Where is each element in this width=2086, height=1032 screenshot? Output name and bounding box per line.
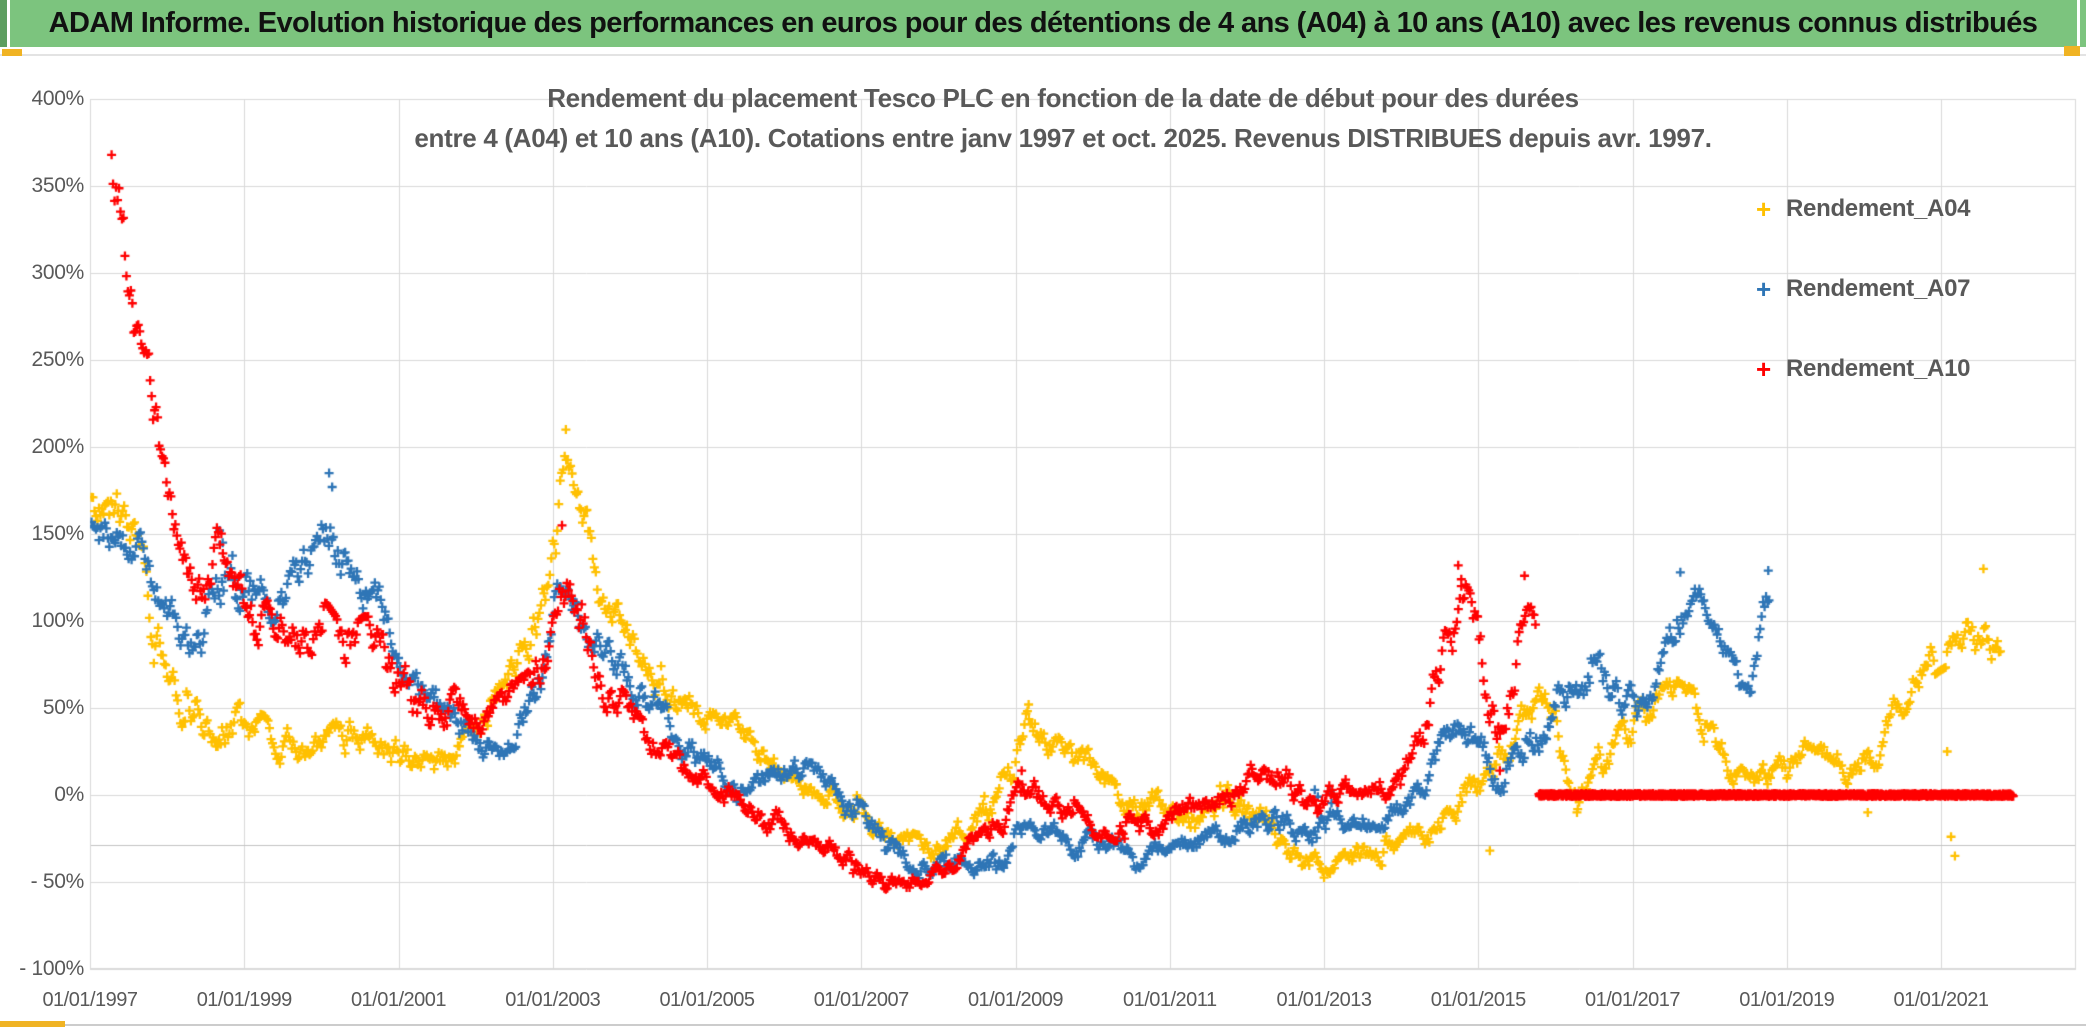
y-tick-label: 300% [31,261,84,284]
y-tick-label: - 100% [19,957,84,980]
cell-highlight-bottom-left [0,1021,65,1027]
bottom-divider [0,1024,2086,1026]
x-tick-label: 01/01/2013 [1276,989,1372,1011]
y-tick-label: - 50% [30,870,85,893]
x-tick-label: 01/01/2015 [1430,989,1527,1011]
y-tick-label: 350% [31,174,84,197]
y-tick-label: 100% [31,609,84,632]
legend-item-a07[interactable]: + Rendement_A07 [1756,274,1971,304]
y-tick-label: 0% [54,783,84,806]
x-tick-label: 01/01/2001 [350,989,447,1011]
chart-legend: + Rendement_A04 + Rendement_A07 + Rendem… [1756,194,1971,436]
y-tick-label: 250% [31,348,84,371]
x-tick-label: 01/01/2009 [967,989,1064,1011]
x-tick-label: 01/01/2005 [659,989,755,1011]
plus-marker-icon: + [1756,194,1772,224]
y-tick-label: 400% [31,87,84,110]
x-tick-label: 01/01/1997 [42,989,138,1011]
chart-title-line1: Rendement du placement Tesco PLC en fonc… [547,83,1579,113]
legend-label: Rendement_A04 [1786,195,1971,222]
plus-marker-icon: + [1756,354,1772,384]
x-tick-label: 01/01/2017 [1584,989,1681,1011]
x-tick-label: 01/01/2003 [505,989,601,1011]
legend-label: Rendement_A07 [1786,275,1971,302]
x-tick-label: 01/01/2019 [1739,989,1835,1011]
x-tick-label: 01/01/2007 [813,989,910,1011]
legend-label: Rendement_A10 [1786,355,1971,382]
chart-title-line2: entre 4 (A04) et 10 ans (A10). Cotations… [414,123,1712,153]
x-tick-label: 01/01/1999 [196,989,293,1011]
plus-marker-icon: + [1756,274,1772,304]
y-tick-label: 50% [42,696,84,719]
legend-item-a10[interactable]: + Rendement_A10 [1756,354,1971,384]
y-tick-label: 150% [31,522,84,545]
x-tick-label: 01/01/2011 [1122,989,1217,1011]
y-tick-label: 200% [31,435,84,458]
legend-item-a04[interactable]: + Rendement_A04 [1756,194,1971,224]
x-tick-label: 01/01/2021 [1893,989,1989,1011]
